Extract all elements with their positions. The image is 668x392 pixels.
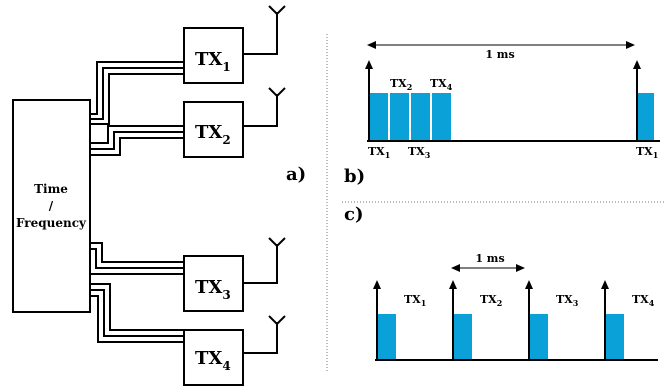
tx-box-2: TX2	[183, 101, 244, 158]
svg-text:TX1: TX1	[195, 49, 231, 74]
svg-text:TX3: TX3	[195, 277, 231, 302]
pulses-c	[377, 314, 624, 360]
tx-box-4: TX4	[183, 329, 244, 386]
feed-lines	[89, 61, 184, 343]
pulse-c-tx1	[377, 314, 396, 360]
pulse-c-tx3	[529, 314, 548, 360]
c-label-tx3: TX3	[556, 293, 579, 308]
c-label-tx2: TX2	[480, 293, 502, 308]
panel-b-label: b)	[344, 166, 365, 187]
b-top-label-tx4: TX4	[430, 77, 453, 92]
source-box-line1: Time	[34, 182, 68, 196]
c-label-tx4: TX4	[632, 293, 655, 308]
antennas	[243, 5, 286, 354]
panel-c: c) 1 ms TX1 TX2 TX3 TX4	[344, 204, 658, 361]
pulse-b-tx4	[432, 93, 451, 141]
panel-a: Time / Frequency	[12, 5, 306, 386]
period-label-c: 1 ms	[475, 252, 504, 265]
pulse-b-tx3	[411, 93, 430, 141]
b-top-label-tx2: TX2	[390, 77, 412, 92]
antenna-tx2	[243, 94, 278, 127]
b-bottom-label-tx1: TX1	[368, 145, 390, 160]
source-box-line2: /	[49, 199, 54, 213]
panel-c-label: c)	[344, 204, 363, 225]
period-label-b: 1 ms	[485, 48, 514, 61]
b-bottom-label-tx1-repeat: TX1	[636, 145, 658, 160]
pulse-c-tx4	[605, 314, 624, 360]
pulses-b	[369, 93, 654, 141]
source-box-line3: Frequency	[16, 216, 87, 230]
tx-box-1: TX1	[183, 27, 244, 84]
panel-a-label: a)	[286, 164, 306, 185]
b-bottom-label-tx3: TX3	[408, 145, 431, 160]
svg-text:TX4: TX4	[195, 348, 231, 373]
antenna-tx4	[243, 322, 278, 354]
pulse-b-tx1-repeat	[637, 93, 654, 141]
svg-text:TX2: TX2	[195, 122, 231, 147]
pulse-b-tx1	[369, 93, 388, 141]
time-frequency-box	[12, 99, 91, 313]
c-label-tx1: TX1	[404, 293, 426, 308]
antenna-tx1	[243, 12, 278, 55]
pulse-c-tx2	[453, 314, 472, 360]
pulse-b-tx2	[390, 93, 409, 141]
antenna-tx3	[243, 244, 278, 284]
panel-b: 1 ms TX2 TX4 TX1 TX3 TX1 b)	[344, 41, 660, 187]
tx-box-3: TX3	[183, 255, 244, 312]
